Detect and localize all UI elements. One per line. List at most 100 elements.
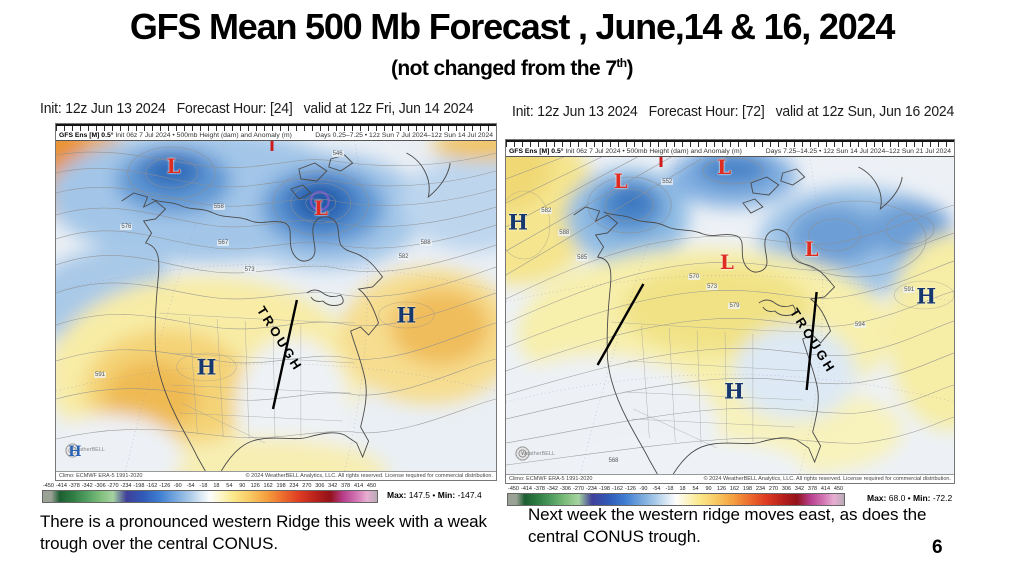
colorbar-tick: 234 (755, 486, 766, 492)
right-colorbar: -450 -414 -378 -342 -306 -270 -234 -198 -162 -126… (507, 486, 845, 506)
contour-label: 552 (661, 179, 674, 186)
colorbar-tick: -198 (598, 486, 610, 492)
right-forecast-map: GFS Ens [M] 0.5° Init 06z 7 Jul 2024 • 5… (505, 139, 955, 512)
contour-label: 546 (331, 151, 344, 158)
contour-label: 558 (212, 204, 225, 210)
colorbar-tick: 306 (315, 483, 325, 489)
colorbar-tick: -198 (133, 483, 145, 489)
colorbar-tick: -414 (55, 483, 67, 489)
colorbar-tick: -378 (533, 486, 545, 492)
right-climo-note: Climo: ECMWF ERA-5 1991-2020 (509, 476, 593, 482)
slide-subtitle: (not changed from the 7th) (0, 56, 1024, 81)
right-colorbar-gradient (507, 493, 845, 506)
high-marker: H (68, 443, 82, 460)
colorbar-tick: 414 (820, 486, 831, 492)
colorbar-tick: 270 (302, 483, 312, 489)
colorbar-tick: 378 (341, 483, 351, 489)
contour-label: 588 (419, 240, 432, 247)
left-map-footer: Climo: ECMWF ERA-5 1991-2020 © 2024 Weat… (56, 471, 496, 480)
colorbar-tick: 198 (742, 486, 753, 492)
left-maxmin-label: Max: 147.5 • Min: -147.4 (387, 490, 482, 500)
colorbar-tick: 126 (250, 483, 260, 489)
right-map-frame: GFS Ens [M] 0.5° Init 06z 7 Jul 2024 • 5… (505, 139, 955, 484)
colorbar-tick: -306 (559, 486, 571, 492)
left-map-body: TROUGH WeatherBELL L L H H H 546 558 567 573 582 5… (56, 141, 496, 471)
right-map-days-label: Days 7.25–14.25 • 12z Sun 14 Jul 2024–12… (765, 148, 951, 155)
colorbar-tick: -234 (585, 486, 597, 492)
colorbar-tick: -270 (107, 483, 119, 489)
low-marker: L (719, 249, 734, 274)
colorbar-tick: -54 (186, 483, 195, 489)
colorbar-tick: -162 (611, 486, 623, 492)
left-panel-header: Init: 12z Jun 13 2024 Forecast Hour: [24… (40, 100, 474, 117)
left-colorbar-row: -450 -414 -378 -342 -306 -270 -234 -198 -162 -126… (42, 483, 497, 509)
red-tick-marker (659, 157, 663, 167)
contour-label: 591 (93, 372, 107, 379)
right-map-model-title: GFS Ens [M] 0.5° Init 06z 7 Jul 2024 • 5… (509, 148, 742, 155)
colorbar-tick: -342 (81, 483, 93, 489)
contour-label: 570 (688, 274, 701, 281)
right-map-top-ruler (506, 140, 954, 147)
left-colorbar-ticks: -450 -414 -378 -342 -306 -270 -234 -198 -162 -126… (42, 483, 378, 489)
high-marker: H (508, 209, 529, 235)
colorbar-tick: -342 (546, 486, 558, 492)
left-caption: There is a pronounced western Ridge this… (40, 512, 487, 554)
contour-label: 582 (540, 207, 553, 214)
colorbar-tick: 450 (366, 483, 377, 489)
colorbar-tick: 234 (289, 483, 299, 489)
right-caption: Next week the western ridge moves east, … (528, 505, 927, 547)
colorbar-tick: 162 (263, 483, 273, 489)
low-marker: L (804, 236, 819, 261)
colorbar-tick: -126 (624, 486, 636, 492)
left-climo-note: Climo: ECMWF ERA-5 1991-2020 (59, 473, 143, 479)
colorbar-tick: -450 (42, 483, 54, 489)
subtitle-close: ) (626, 57, 634, 80)
high-marker: H (916, 283, 937, 309)
colorbar-tick: -126 (159, 483, 171, 489)
low-marker: L (613, 169, 628, 194)
colorbar-tick: 90 (705, 486, 712, 492)
right-map-graphic (506, 157, 954, 474)
weatherbell-logo-icon (514, 446, 530, 462)
colorbar-tick: -414 (520, 486, 532, 492)
colorbar-tick: 378 (807, 486, 818, 492)
left-map-graphic (56, 141, 496, 471)
subtitle-text: (not changed from the 7 (391, 57, 617, 80)
colorbar-tick: -90 (639, 486, 648, 492)
contour-label: 573 (706, 283, 719, 290)
high-marker: H (724, 378, 744, 404)
right-map-titlebar: GFS Ens [M] 0.5° Init 06z 7 Jul 2024 • 5… (506, 147, 954, 157)
colorbar-tick: 162 (729, 486, 740, 492)
contour-label: 576 (120, 223, 133, 230)
right-colorbar-ticks: -450 -414 -378 -342 -306 -270 -234 -198 -162 -126… (507, 486, 845, 492)
colorbar-tick: 270 (768, 486, 779, 492)
contour-label: 582 (397, 253, 410, 260)
colorbar-tick: 126 (716, 486, 727, 492)
left-forecast-map: GFS Ens [M] 0.5° Init 06z 7 Jul 2024 • 5… (42, 123, 497, 509)
low-marker: L (313, 195, 328, 220)
colorbar-tick: -450 (507, 486, 519, 492)
left-map-titlebar: GFS Ens [M] 0.5° Init 06z 7 Jul 2024 • 5… (56, 131, 496, 141)
contour-label: 594 (853, 322, 866, 328)
weatherbell-logo-icon (64, 442, 80, 458)
high-marker: H (196, 354, 217, 380)
page-number: 6 (932, 537, 943, 558)
colorbar-tick: 18 (679, 486, 686, 492)
left-colorbar: -450 -414 -378 -342 -306 -270 -234 -198 -162 -126… (42, 483, 378, 503)
colorbar-tick: -54 (652, 486, 661, 492)
left-map-frame: GFS Ens [M] 0.5° Init 06z 7 Jul 2024 • 5… (55, 123, 497, 481)
colorbar-tick: -234 (120, 483, 132, 489)
red-tick-marker (270, 141, 274, 151)
colorbar-tick: -306 (94, 483, 106, 489)
right-map-footer: Climo: ECMWF ERA-5 1991-2020 © 2024 Weat… (506, 474, 954, 483)
left-copyright-note: © 2024 WeatherBELL Analytics, LLC. All r… (245, 473, 493, 479)
weatherbell-logo: WeatherBELL (514, 446, 556, 462)
right-map-body: TROUGH WeatherBELL L L L L H H H 582 588 585 552 57… (506, 157, 954, 474)
weatherbell-logo-text: WeatherBELL (520, 450, 556, 457)
slide-title: GFS Mean 500 Mb Forecast , June,14 & 16,… (129, 6, 896, 47)
colorbar-tick: 90 (239, 483, 246, 489)
low-marker: L (717, 157, 732, 179)
contour-label: 585 (576, 255, 589, 262)
colorbar-tick: -18 (199, 483, 208, 489)
